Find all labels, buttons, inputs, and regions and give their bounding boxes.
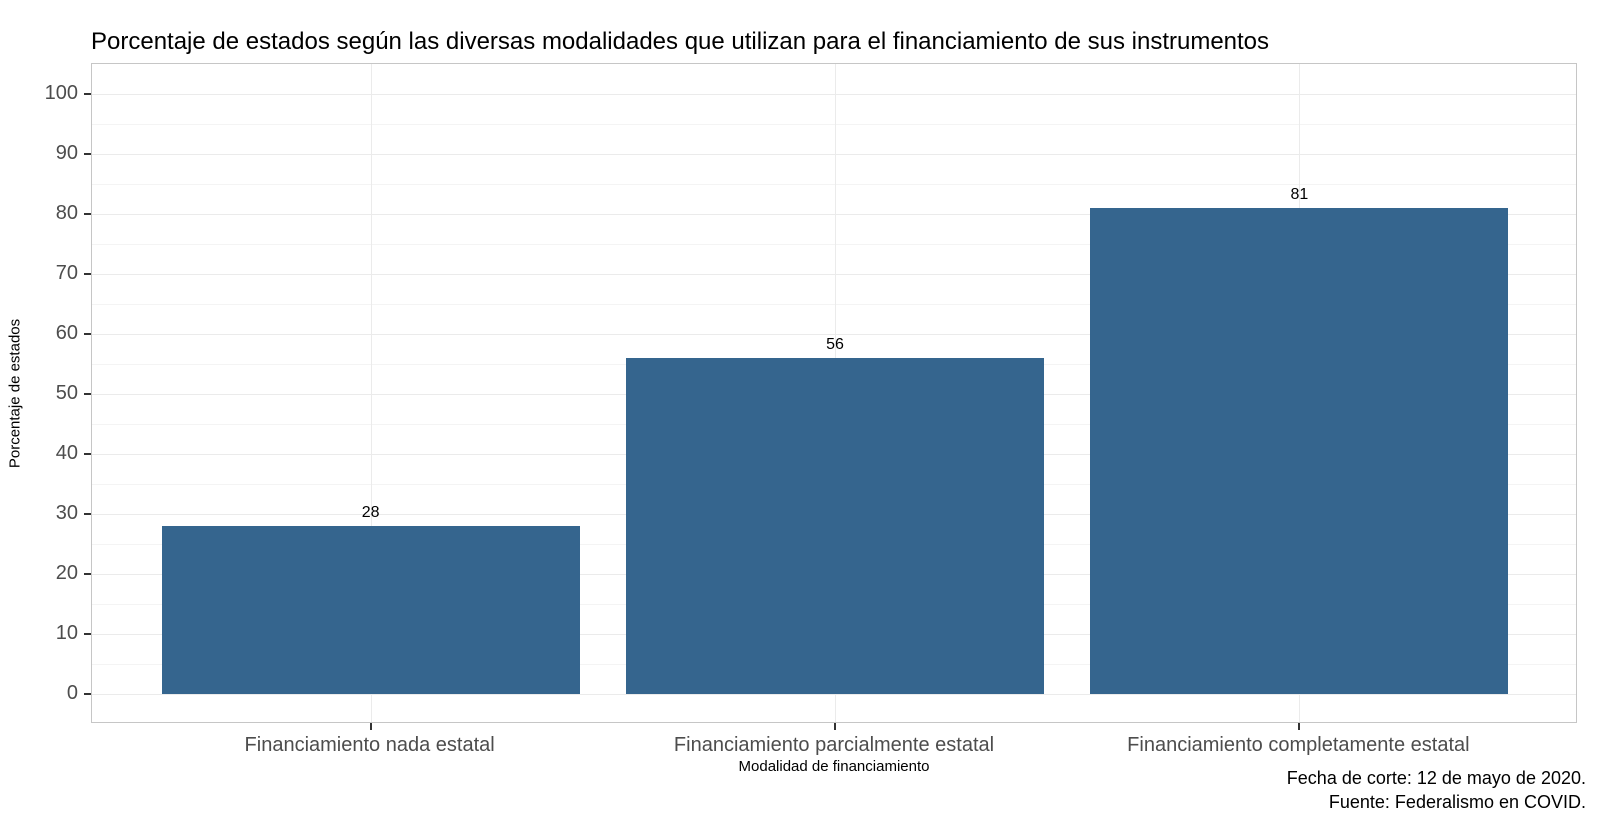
bar-value-label-2: 81 — [1290, 186, 1309, 203]
gridline-major-60 — [92, 334, 1576, 335]
caption-line-source: Fuente: Federalismo en COVID. — [1328, 792, 1586, 812]
y-tick-label-40: 40 — [55, 442, 78, 464]
y-tick-label-70: 70 — [55, 262, 78, 284]
bar-value-label-0: 28 — [361, 504, 380, 521]
gridline-major-100 — [92, 94, 1576, 95]
gridline-major-70 — [92, 274, 1576, 275]
y-axis-title: Porcentaje de estados — [6, 318, 24, 469]
y-tick-mark-20 — [84, 573, 91, 575]
x-tick-mark-1 — [834, 723, 836, 730]
y-tick-mark-40 — [84, 453, 91, 455]
y-tick-label-90: 90 — [55, 142, 78, 164]
gridline-major-80 — [92, 214, 1576, 215]
y-tick-label-30: 30 — [55, 502, 78, 524]
x-tick-mark-2 — [1298, 723, 1301, 730]
x-axis-title: Modalidad de financiamiento — [738, 758, 930, 775]
y-tick-mark-30 — [84, 513, 91, 515]
y-tick-mark-0 — [84, 693, 91, 695]
y-tick-label-100: 100 — [44, 82, 78, 104]
x-tick-label-2: Financiamiento completamente estatal — [1127, 734, 1470, 756]
gridline-vertical-0 — [370, 64, 372, 722]
caption: Fecha de corte: 12 de mayo de 2020. Fuen… — [1287, 766, 1586, 814]
y-tick-label-20: 20 — [55, 562, 78, 584]
y-tick-label-80: 80 — [55, 202, 78, 224]
gridline-minor-75 — [92, 244, 1576, 245]
y-tick-mark-100 — [84, 93, 91, 95]
gridline-minor-95 — [92, 124, 1576, 125]
y-tick-label-10: 10 — [55, 622, 78, 644]
caption-line-date: Fecha de corte: 12 de mayo de 2020. — [1286, 768, 1586, 788]
y-tick-mark-90 — [84, 153, 91, 155]
bar-value-label-1: 56 — [826, 336, 844, 353]
y-tick-mark-10 — [84, 633, 91, 635]
y-tick-mark-50 — [84, 393, 91, 395]
y-tick-label-0: 0 — [66, 682, 78, 704]
gridline-major-90 — [92, 154, 1576, 155]
y-tick-label-60: 60 — [55, 322, 78, 344]
bar-0 — [161, 526, 580, 694]
gridline-minor-85 — [92, 184, 1576, 185]
bar-2 — [1090, 208, 1509, 694]
y-tick-label-50: 50 — [55, 382, 78, 404]
x-tick-label-0: Financiamiento nada estatal — [244, 734, 495, 756]
y-tick-mark-70 — [84, 273, 91, 275]
gridline-major-0 — [92, 694, 1576, 695]
x-tick-mark-0 — [369, 723, 372, 730]
x-tick-label-1: Financiamiento parcialmente estatal — [673, 734, 995, 756]
plot-panel: 28 56 81 — [91, 63, 1577, 723]
chart-title: Porcentaje de estados según las diversas… — [91, 28, 1270, 55]
bar-1 — [626, 358, 1044, 694]
y-tick-mark-60 — [84, 333, 91, 335]
gridline-minor-65 — [92, 304, 1576, 305]
y-tick-mark-80 — [84, 213, 91, 215]
